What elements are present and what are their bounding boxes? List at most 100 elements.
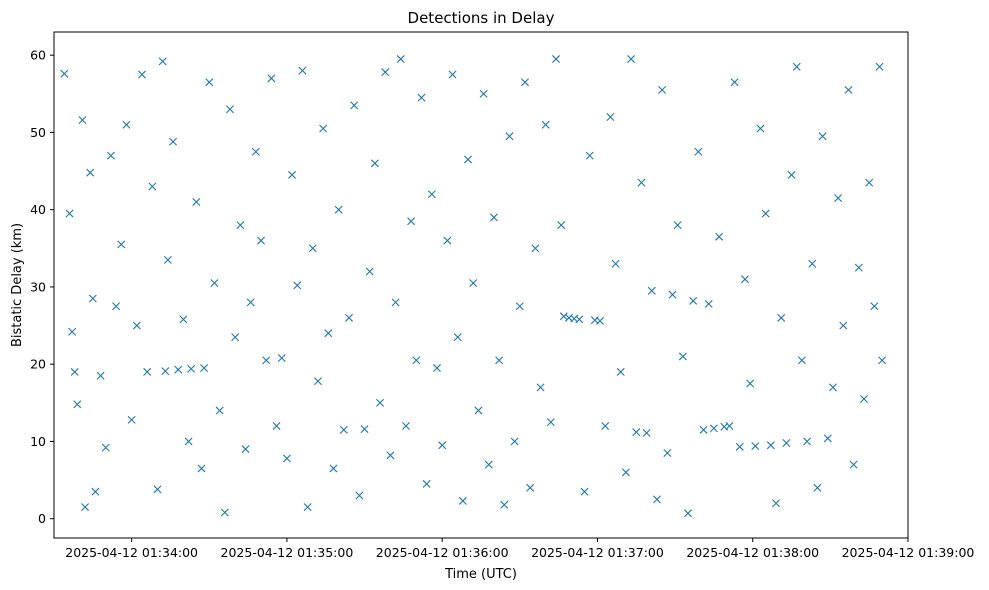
data-point bbox=[694, 147, 703, 156]
data-point bbox=[541, 120, 550, 129]
y-axis-ticks: 0 10 20 30 40 50 60 bbox=[30, 48, 54, 526]
data-point bbox=[546, 418, 555, 427]
data-point bbox=[355, 491, 364, 500]
data-point bbox=[489, 213, 498, 222]
y-tick-label: 40 bbox=[30, 202, 46, 217]
data-point bbox=[345, 313, 354, 322]
data-point bbox=[500, 500, 509, 509]
data-point bbox=[813, 483, 822, 492]
x-axis-label: Time (UTC) bbox=[444, 567, 517, 582]
data-point bbox=[257, 236, 266, 245]
data-point bbox=[684, 509, 693, 518]
data-point bbox=[575, 315, 584, 324]
data-point bbox=[585, 151, 594, 160]
data-point bbox=[526, 483, 535, 492]
x-tick-label: 2025-04-12 01:37:00 bbox=[531, 545, 664, 560]
data-point bbox=[88, 294, 97, 303]
data-point bbox=[469, 279, 478, 288]
data-point bbox=[313, 377, 322, 386]
data-point bbox=[792, 62, 801, 71]
data-point bbox=[272, 421, 281, 430]
chart-title: Detections in Delay bbox=[408, 9, 555, 27]
data-point bbox=[350, 101, 359, 110]
data-point bbox=[179, 315, 188, 324]
data-point bbox=[505, 132, 514, 141]
data-point bbox=[236, 221, 245, 230]
data-point bbox=[78, 116, 87, 125]
data-point bbox=[106, 151, 115, 160]
data-point bbox=[870, 302, 879, 311]
data-point bbox=[844, 85, 853, 94]
data-point bbox=[225, 105, 234, 114]
data-point bbox=[215, 406, 224, 415]
data-point bbox=[596, 316, 605, 325]
data-point bbox=[746, 379, 755, 388]
data-point bbox=[334, 205, 343, 214]
data-point bbox=[828, 383, 837, 392]
y-tick-label: 50 bbox=[30, 125, 46, 140]
data-point bbox=[860, 394, 868, 403]
data-point bbox=[777, 313, 786, 322]
data-point bbox=[818, 132, 827, 141]
data-point bbox=[148, 182, 157, 191]
data-point bbox=[474, 406, 483, 415]
data-point bbox=[642, 428, 651, 437]
data-point bbox=[370, 159, 379, 168]
data-point bbox=[262, 356, 271, 365]
data-point bbox=[81, 503, 90, 512]
x-tick-label: 2025-04-12 01:39:00 bbox=[842, 545, 975, 560]
data-point bbox=[267, 74, 276, 83]
data-point bbox=[192, 197, 201, 206]
data-point bbox=[448, 70, 457, 79]
data-point bbox=[878, 356, 887, 365]
y-tick-label: 10 bbox=[30, 434, 46, 449]
data-point bbox=[169, 137, 178, 146]
data-point bbox=[601, 421, 610, 430]
y-tick-label: 20 bbox=[30, 357, 46, 372]
data-point bbox=[101, 443, 110, 452]
data-point bbox=[849, 460, 858, 469]
data-point bbox=[673, 221, 682, 230]
data-point bbox=[220, 508, 229, 517]
data-point bbox=[495, 356, 504, 365]
data-point bbox=[443, 236, 452, 245]
data-point bbox=[438, 441, 447, 450]
y-axis-label: Bistatic Delay (km) bbox=[10, 223, 25, 347]
data-point bbox=[510, 437, 519, 446]
data-point bbox=[580, 487, 589, 496]
data-point bbox=[187, 364, 196, 373]
data-point bbox=[360, 425, 369, 434]
data-point bbox=[803, 437, 812, 446]
data-point bbox=[865, 178, 874, 187]
x-tick-label: 2025-04-12 01:38:00 bbox=[686, 545, 819, 560]
data-point bbox=[158, 57, 167, 66]
data-point bbox=[137, 70, 146, 79]
data-point bbox=[557, 221, 566, 230]
data-point bbox=[365, 267, 374, 276]
data-point bbox=[740, 275, 749, 284]
data-point bbox=[735, 442, 744, 451]
data-point bbox=[464, 155, 473, 164]
data-point bbox=[339, 425, 348, 434]
data-point bbox=[122, 120, 131, 129]
data-point bbox=[396, 55, 405, 64]
data-point bbox=[407, 217, 416, 226]
data-point bbox=[782, 438, 791, 447]
data-point bbox=[808, 259, 817, 268]
y-tick-label: 30 bbox=[30, 279, 46, 294]
data-point bbox=[531, 244, 540, 253]
data-point bbox=[381, 68, 390, 77]
data-point bbox=[401, 421, 410, 430]
data-point bbox=[205, 78, 214, 87]
data-point bbox=[60, 69, 69, 78]
data-point bbox=[246, 298, 255, 307]
data-point bbox=[834, 194, 843, 203]
data-point bbox=[417, 93, 426, 102]
data-point bbox=[197, 464, 206, 473]
data-points bbox=[60, 55, 887, 518]
data-point bbox=[143, 367, 152, 376]
x-axis-ticks: 2025-04-12 01:34:00 2025-04-12 01:35:00 20… bbox=[65, 538, 974, 560]
data-point bbox=[391, 298, 400, 307]
data-point bbox=[112, 302, 121, 311]
